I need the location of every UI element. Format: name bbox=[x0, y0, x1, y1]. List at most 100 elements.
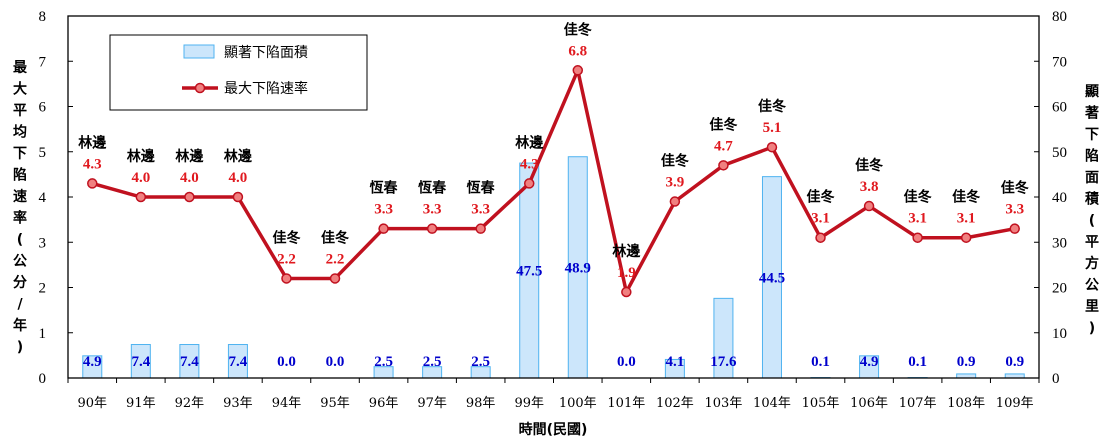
line-data-label: 4.0 bbox=[229, 170, 248, 186]
station-annotation: 恆春 bbox=[369, 180, 399, 197]
line-point bbox=[184, 191, 195, 203]
axis-title-char: 著 bbox=[1084, 105, 1099, 122]
bar-data-label: 7.4 bbox=[131, 354, 150, 370]
bar-data-label: 2.5 bbox=[374, 354, 393, 370]
line-data-label: 1.9 bbox=[617, 265, 636, 281]
x-tick-label: 91年 bbox=[126, 396, 156, 411]
y-right-tick-label: 0 bbox=[1052, 371, 1060, 387]
station-annotation: 佳冬 bbox=[807, 189, 835, 206]
line-point bbox=[378, 223, 389, 234]
axis-title-char: ) bbox=[17, 340, 23, 356]
bar-data-label: 4.1 bbox=[666, 354, 685, 370]
bar-data-label: 0.1 bbox=[908, 354, 927, 370]
line-data-label: 3.3 bbox=[374, 202, 393, 218]
axis-title-char: 最 bbox=[13, 59, 28, 76]
line-point bbox=[572, 65, 584, 76]
axis-title-char: 顯 bbox=[1085, 84, 1099, 100]
line-data-label: 3.3 bbox=[471, 202, 490, 218]
x-tick-label: 100年 bbox=[559, 396, 597, 411]
x-tick-label: 106年 bbox=[850, 396, 888, 411]
station-annotation: 佳冬 bbox=[1001, 180, 1029, 197]
axis-title-char: ) bbox=[1089, 321, 1095, 337]
line-point bbox=[815, 232, 826, 243]
y-left-tick-label: 6 bbox=[39, 100, 47, 116]
x-tick-label: 108年 bbox=[947, 396, 985, 411]
y-right-tick-label: 20 bbox=[1052, 281, 1067, 297]
axis-title-char: 率 bbox=[13, 210, 27, 227]
bar-data-label: 0.9 bbox=[957, 354, 976, 370]
line-data-label: 4.3 bbox=[83, 156, 102, 172]
y-right-tick-label: 50 bbox=[1052, 145, 1067, 161]
axis-title-char: 公 bbox=[1085, 278, 1099, 294]
axis-title-char: 速 bbox=[13, 188, 27, 205]
axis-title-char: / bbox=[17, 297, 23, 313]
line-point bbox=[475, 223, 486, 234]
axis-title-char: ( bbox=[17, 232, 23, 248]
y-left-tick-label: 7 bbox=[39, 54, 47, 70]
y-right-tick-label: 40 bbox=[1052, 190, 1067, 206]
axis-title-char: 下 bbox=[1085, 127, 1099, 143]
line-point bbox=[863, 200, 875, 212]
line-point bbox=[621, 286, 632, 298]
line-data-label: 2.2 bbox=[277, 251, 296, 267]
station-annotation: 佳冬 bbox=[661, 153, 689, 170]
axis-title-char: ( bbox=[1089, 213, 1095, 229]
x-tick-label: 104年 bbox=[753, 396, 791, 411]
axis-title-char: 平 bbox=[13, 103, 27, 119]
station-annotation: 佳冬 bbox=[904, 189, 932, 206]
y-right-tick-label: 10 bbox=[1052, 326, 1067, 342]
y-left-tick-label: 5 bbox=[39, 145, 47, 161]
line-point bbox=[718, 160, 729, 171]
axis-title-char: 大 bbox=[13, 81, 27, 98]
y-left-tick-label: 0 bbox=[39, 371, 47, 387]
bar-data-label: 0.0 bbox=[277, 354, 296, 370]
x-axis-title: 時間(民國) bbox=[519, 421, 588, 438]
line-data-label: 3.3 bbox=[1005, 202, 1024, 218]
station-annotation: 林邊 bbox=[175, 148, 204, 165]
station-annotation: 林邊 bbox=[515, 134, 544, 151]
axis-title-char: 面 bbox=[1085, 170, 1099, 186]
x-tick-label: 94年 bbox=[272, 396, 302, 411]
axis-title-char: 積 bbox=[1084, 191, 1100, 208]
line-point bbox=[426, 223, 438, 234]
y-right-tick-label: 80 bbox=[1052, 9, 1067, 25]
station-annotation: 佳冬 bbox=[564, 21, 592, 38]
line-point bbox=[1009, 223, 1020, 234]
y-left-tick-label: 2 bbox=[39, 281, 47, 297]
x-tick-label: 98年 bbox=[466, 396, 496, 411]
axis-title-char: 陷 bbox=[13, 167, 27, 184]
x-tick-label: 107年 bbox=[899, 396, 937, 411]
x-tick-label: 105年 bbox=[802, 396, 840, 411]
station-annotation: 佳冬 bbox=[709, 116, 737, 133]
station-annotation: 林邊 bbox=[78, 134, 107, 151]
line-point bbox=[523, 178, 535, 189]
line-point bbox=[960, 232, 972, 243]
line-data-label: 6.8 bbox=[568, 43, 587, 59]
x-tick-label: 102年 bbox=[656, 396, 694, 411]
y-left-tick-label: 1 bbox=[39, 326, 47, 342]
station-annotation: 佳冬 bbox=[952, 189, 980, 206]
axis-title-char: 均 bbox=[13, 124, 27, 141]
bar-data-label: 17.6 bbox=[710, 354, 737, 370]
line-point bbox=[329, 273, 341, 284]
line-point bbox=[232, 191, 244, 203]
line-point bbox=[912, 232, 923, 243]
y-right-tick-label: 60 bbox=[1052, 100, 1067, 116]
line-data-label: 4.7 bbox=[714, 138, 733, 154]
bar-data-label: 7.4 bbox=[229, 354, 248, 370]
bar-data-label: 0.0 bbox=[617, 354, 636, 370]
x-tick-label: 92年 bbox=[175, 396, 205, 411]
series-line bbox=[91, 68, 1016, 294]
axis-title-char: 下 bbox=[13, 146, 27, 162]
x-tick-label: 103年 bbox=[705, 396, 743, 411]
bar-data-label: 4.9 bbox=[83, 354, 102, 370]
bar-data-label: 0.0 bbox=[326, 354, 345, 370]
line-point bbox=[87, 178, 98, 189]
line-data-label: 3.1 bbox=[908, 211, 927, 227]
bar-data-label: 0.1 bbox=[811, 354, 830, 370]
axis-title-char: 方 bbox=[1085, 255, 1099, 272]
line-data-label: 3.9 bbox=[666, 175, 685, 191]
legend-line-label: 最大下陷速率 bbox=[224, 80, 308, 97]
